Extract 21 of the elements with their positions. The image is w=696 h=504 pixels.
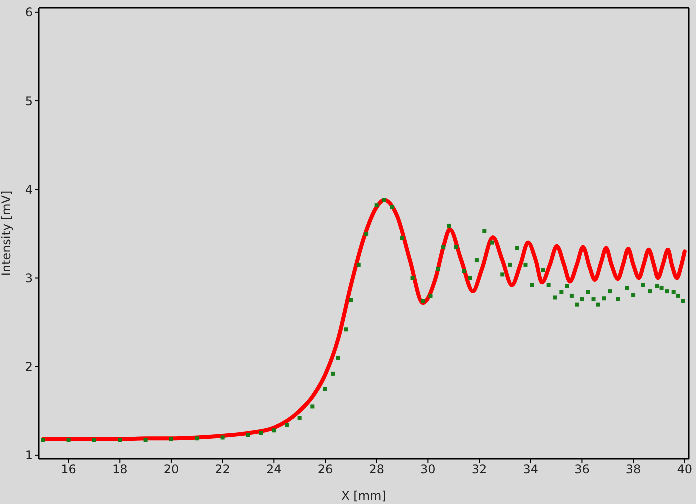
x-tick-label: 38 (626, 462, 642, 477)
x-tick-label: 40 (677, 462, 693, 477)
x-tick-label: 36 (574, 462, 590, 477)
y-axis-title: Intensity [mV] (0, 190, 14, 276)
y-tick-label: 6 (25, 6, 33, 20)
x-axis-title: X [mm] (342, 489, 386, 503)
x-tick-label: 34 (523, 462, 539, 477)
x-tick-label: 28 (369, 462, 384, 477)
x-tick-label: 30 (420, 462, 436, 477)
x-tick-label: 18 (112, 462, 128, 477)
x-tick-label: 26 (318, 462, 334, 477)
y-tick-label: 1 (25, 448, 33, 463)
x-tick-label: 22 (215, 462, 230, 477)
x-tick-label: 24 (266, 462, 282, 477)
x-tick-label: 32 (472, 462, 488, 477)
x-tick-label: 16 (61, 462, 76, 477)
x-tick-label: 20 (164, 462, 180, 477)
y-tick-label: 3 (25, 272, 33, 286)
y-tick-label: 4 (25, 182, 33, 197)
y-tick-label: 2 (25, 360, 33, 374)
y-tick-label: 5 (25, 94, 33, 108)
